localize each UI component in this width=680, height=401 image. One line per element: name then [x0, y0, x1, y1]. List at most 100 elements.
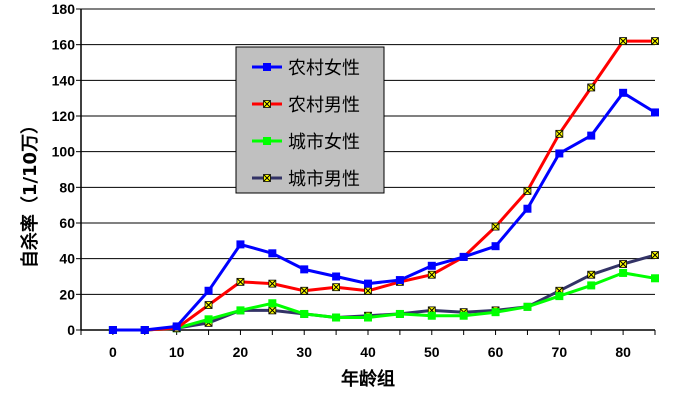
marker-cross: [332, 283, 340, 291]
x-axis-label: 年龄组: [341, 368, 395, 390]
data-point: [619, 37, 628, 45]
x-tick-label: 20: [233, 344, 249, 360]
y-tick-label: 120: [52, 108, 76, 124]
legend-label: 城市男性: [288, 169, 360, 190]
tick-labels: 0 20 40 60 80 100 120 140 160 180 0 10 20 30 40 50 60 70 8…: [52, 1, 631, 360]
legend-label: 农村女性: [288, 58, 360, 79]
legend-swatch-marker: [263, 100, 271, 108]
data-point: [587, 281, 596, 290]
legend-entry: 农村女性: [252, 58, 360, 79]
data-point: [523, 186, 532, 195]
data-point: [395, 276, 404, 285]
y-tick-label: 0: [67, 322, 75, 338]
data-point: [395, 309, 404, 318]
data-point: [268, 306, 277, 315]
data-point: [300, 265, 309, 274]
data-point: [204, 301, 213, 309]
data-point: [651, 108, 659, 117]
data-point: [204, 315, 213, 324]
series-农村女性: [108, 88, 659, 334]
data-point: [364, 279, 372, 288]
y-tick-label: 80: [59, 179, 75, 195]
y-tick-label: 60: [59, 215, 75, 231]
legend-entry: 城市女性: [252, 132, 360, 153]
data-point: [364, 286, 372, 295]
x-tick-label: 30: [296, 344, 312, 360]
x-tick-label: 50: [424, 344, 440, 360]
data-point: [300, 286, 309, 295]
y-tick-label: 20: [59, 286, 75, 302]
marker-cross: [587, 84, 595, 91]
marker-cross: [555, 130, 563, 138]
data-point: [587, 131, 596, 140]
data-point: [427, 270, 436, 279]
x-tick-label: 70: [552, 344, 568, 360]
marker-cross: [587, 271, 595, 279]
data-point: [651, 251, 659, 260]
data-point: [619, 88, 628, 97]
x-tick-label: 80: [615, 344, 631, 360]
data-point: [427, 311, 436, 320]
series-城市女性: [108, 268, 659, 334]
marker-cross: [492, 223, 499, 230]
marker-cross: [619, 37, 627, 45]
marker-cross: [651, 251, 659, 259]
legend-label: 农村男性: [288, 95, 360, 116]
data-point: [491, 242, 500, 251]
data-point: [555, 129, 564, 138]
data-point: [268, 299, 277, 308]
legend-swatch-marker: [263, 63, 271, 71]
data-point: [300, 309, 309, 318]
data-point: [236, 277, 245, 286]
y-tick-label: 100: [52, 144, 76, 160]
data-point: [332, 313, 341, 322]
marker-cross: [619, 260, 627, 268]
data-point: [555, 149, 564, 158]
y-tick-label: 40: [59, 251, 75, 267]
data-point: [268, 279, 277, 288]
marker-cross: [428, 271, 436, 279]
marker-cross: [364, 287, 372, 295]
marker-cross: [651, 37, 659, 45]
data-point: [268, 249, 277, 258]
x-tick-label: 0: [109, 344, 117, 360]
data-point: [427, 261, 436, 270]
marker-cross: [237, 278, 244, 286]
y-axis-label: 自杀率（1/10万）: [19, 116, 41, 268]
data-point: [587, 83, 596, 92]
data-point: [204, 286, 213, 295]
series-城市男性: [108, 251, 659, 334]
data-point: [523, 302, 532, 311]
legend-entry: 城市男性: [252, 169, 360, 190]
data-point: [332, 272, 341, 281]
data-point: [491, 222, 500, 231]
data-point: [236, 240, 245, 249]
data-point: [459, 311, 468, 320]
x-tick-label: 10: [169, 344, 185, 360]
y-tick-label: 160: [52, 37, 76, 53]
data-point: [236, 306, 245, 315]
legend-box: [235, 46, 385, 194]
series-lines: [108, 37, 659, 334]
data-point: [619, 260, 628, 268]
legend-swatch-marker: [263, 137, 271, 145]
y-tick-label: 180: [52, 1, 76, 17]
data-point: [523, 204, 532, 213]
data-point: [108, 326, 117, 334]
data-point: [651, 274, 659, 283]
data-point: [619, 268, 628, 277]
series-line: [112, 39, 655, 332]
marker-cross: [263, 100, 271, 108]
marker-cross: [268, 280, 276, 287]
marker-cross: [268, 307, 276, 314]
data-point: [332, 283, 341, 292]
x-tick-label: 40: [360, 344, 376, 360]
marker-cross: [524, 187, 531, 195]
data-point: [459, 252, 468, 261]
legend-label: 城市女性: [288, 132, 360, 153]
series-line: [112, 91, 656, 332]
data-point: [587, 270, 596, 279]
data-point: [555, 292, 564, 301]
